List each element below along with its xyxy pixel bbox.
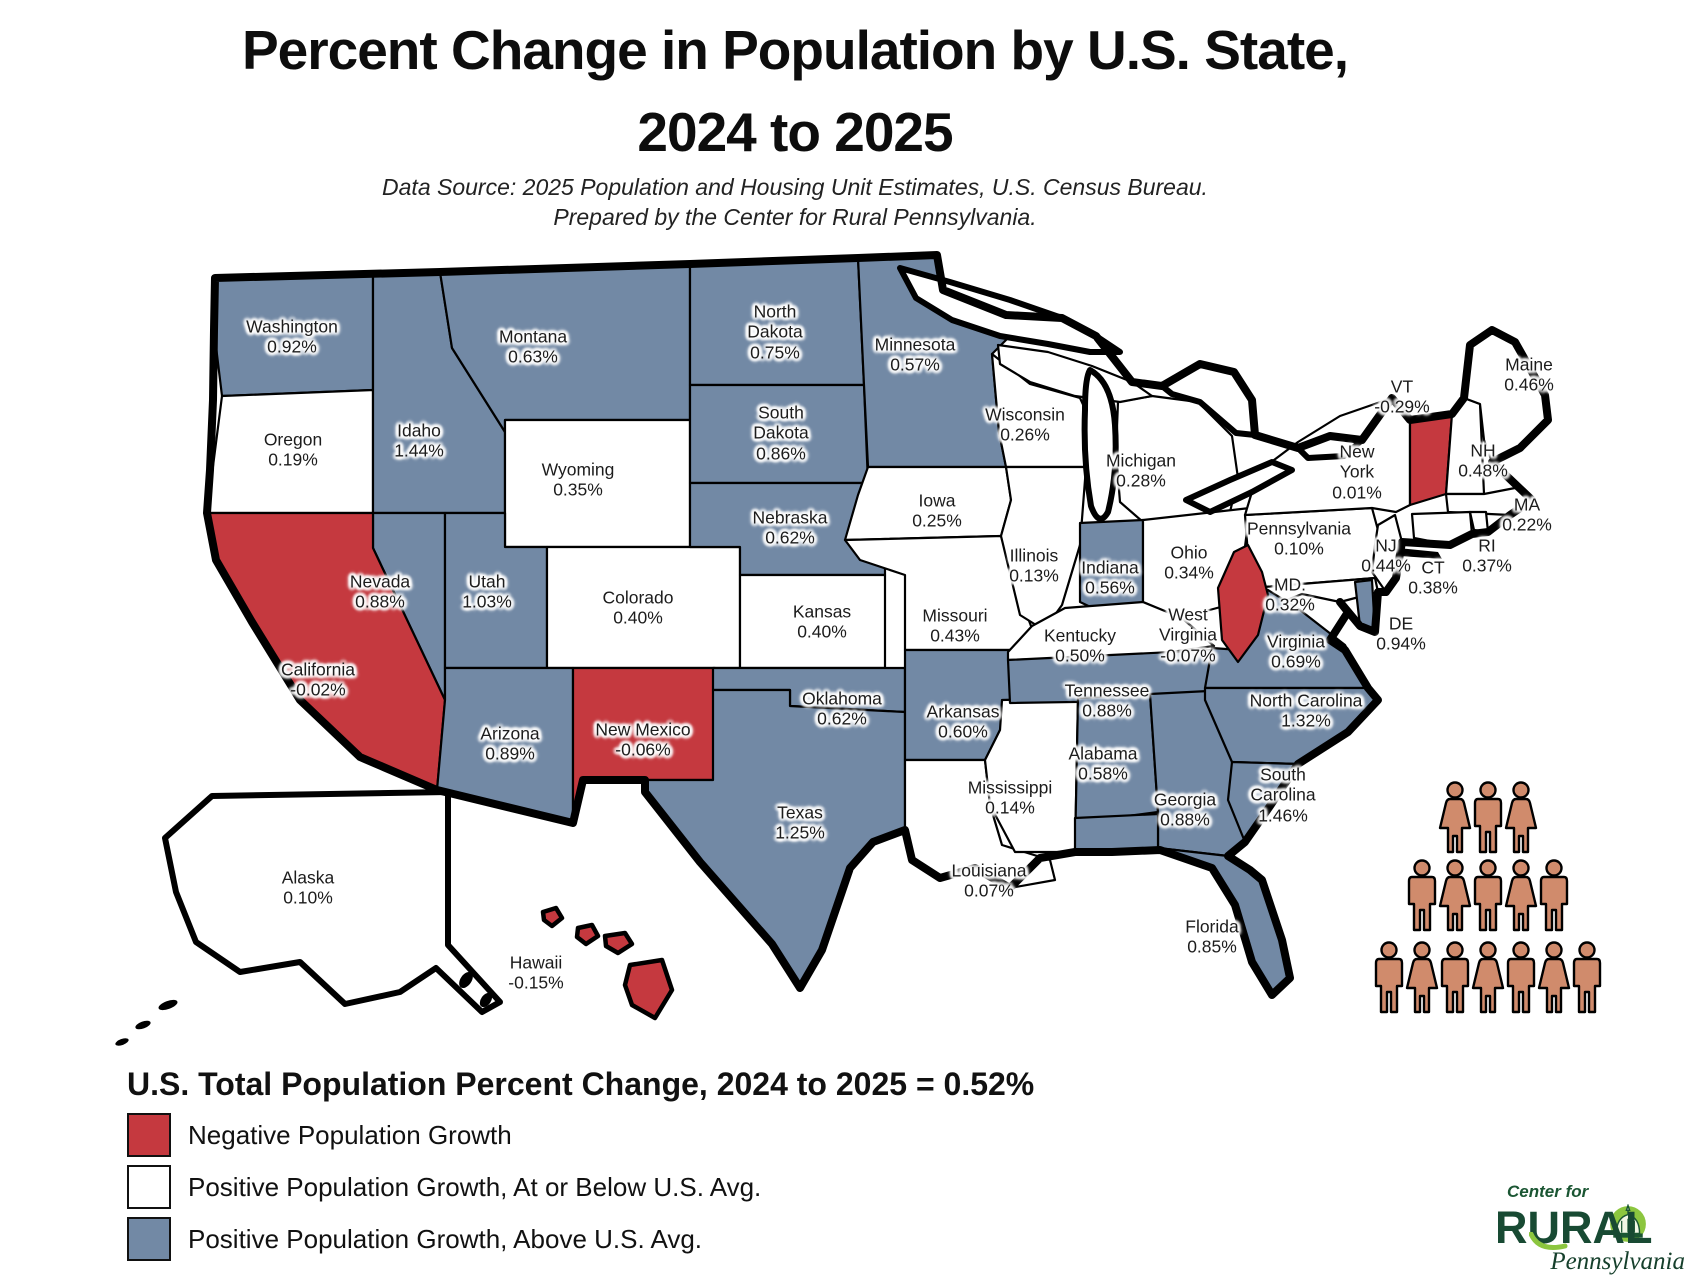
- state-wy: [503, 418, 692, 549]
- person-icon-man: [1473, 781, 1503, 854]
- legend-swatch-below-avg: [127, 1165, 171, 1209]
- population-pictograph: [1374, 781, 1602, 1014]
- legend-swatch-negative: [127, 1113, 171, 1157]
- person-icon-man: [1473, 859, 1503, 932]
- legend-item-above-avg: Positive Population Growth, Above U.S. A…: [127, 1217, 702, 1261]
- person-icon-man: [1572, 941, 1602, 1014]
- legend-item-negative: Negative Population Growth: [127, 1113, 512, 1157]
- state-ia: [843, 465, 1013, 542]
- legend-label-above-avg: Positive Population Growth, Above U.S. A…: [188, 1223, 703, 1254]
- state-or: [205, 388, 375, 515]
- national-border-outline: [203, 251, 1552, 999]
- us-total-summary: U.S. Total Population Percent Change, 20…: [127, 1066, 1035, 1102]
- lake-erie: [1183, 459, 1295, 515]
- state-hi: [540, 905, 565, 929]
- legend-label-negative: Negative Population Growth: [188, 1119, 512, 1150]
- state-sd: [688, 383, 870, 485]
- state-ks: [738, 573, 887, 670]
- lake-michigan: [1081, 367, 1119, 522]
- logo-text-rural: RURAL: [1495, 1202, 1653, 1253]
- logo-text-pennsylvania: Pennsylvania: [1550, 1248, 1685, 1275]
- aleutian-islet: [158, 999, 178, 1011]
- person-icon-man: [1506, 941, 1536, 1014]
- state-mi: [996, 343, 1154, 404]
- person-icon-woman: [1504, 781, 1538, 854]
- state-hi: [574, 922, 601, 947]
- logo-swoosh-accent: [1529, 1232, 1568, 1250]
- capitol-dome-icon: [1610, 1204, 1646, 1242]
- person-icon-woman: [1471, 941, 1505, 1014]
- states-layer: [162, 253, 1550, 1021]
- person-icon-woman: [1504, 859, 1538, 932]
- state-hi: [622, 957, 675, 1021]
- state-nd: [688, 256, 866, 387]
- page-title-line1: Percent Change in Population by U.S. Sta…: [241, 19, 1349, 81]
- alaska-panhandle-islet: [479, 992, 493, 1008]
- legend-label-below-avg: Positive Population Growth, At or Below …: [188, 1171, 762, 1202]
- legend-item-below-avg: Positive Population Growth, At or Below …: [127, 1165, 761, 1209]
- person-icon-woman: [1438, 859, 1472, 932]
- state-wa: [212, 272, 375, 398]
- long-island: [1398, 548, 1442, 559]
- person-icon-man: [1440, 941, 1470, 1014]
- state-co: [545, 545, 742, 670]
- aleutian-islet: [115, 1038, 129, 1046]
- page-title-line2: 2024 to 2025: [637, 101, 953, 163]
- center-for-rural-pennsylvania-logo: Center for RURAL Pennsylvania: [1495, 1182, 1690, 1276]
- data-source-note: Data Source: 2025 Population and Housing…: [382, 174, 1208, 200]
- state-az: [435, 666, 575, 825]
- person-icon-woman: [1405, 941, 1439, 1014]
- state-ak: [162, 789, 503, 1015]
- person-icon-man: [1374, 941, 1404, 1014]
- person-icon-man: [1407, 859, 1437, 932]
- person-icon-woman: [1438, 781, 1472, 854]
- state-hi: [602, 930, 635, 956]
- aleutian-islet: [135, 1020, 151, 1030]
- state-pa: [1243, 506, 1384, 590]
- legend-swatch-above-avg: [127, 1217, 171, 1261]
- person-icon-man: [1539, 859, 1569, 932]
- person-icon-woman: [1537, 941, 1571, 1014]
- state-wv: [1216, 543, 1270, 664]
- alaska-panhandle-islet: [459, 971, 473, 989]
- prepared-by-note: Prepared by the Center for Rural Pennsyl…: [553, 204, 1037, 230]
- logo-text-center-for: Center for: [1507, 1182, 1589, 1201]
